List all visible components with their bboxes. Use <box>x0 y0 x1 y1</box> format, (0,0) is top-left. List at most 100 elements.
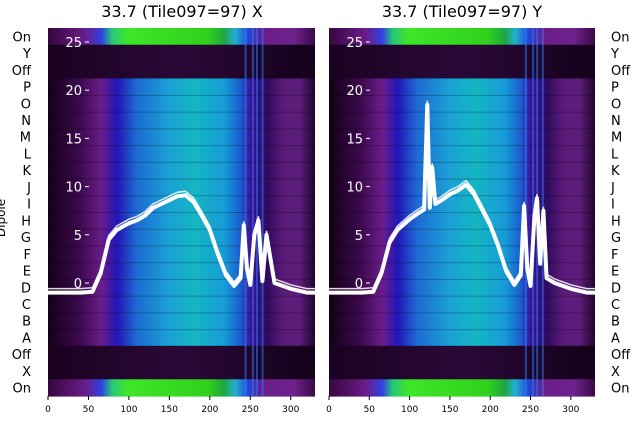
heatmap-row <box>329 128 595 146</box>
row-separator <box>329 212 595 213</box>
heatmap-row <box>329 61 595 79</box>
row-separator <box>329 128 595 130</box>
x-tick-label: 250 <box>242 405 259 415</box>
row-separator <box>329 111 595 113</box>
row-separator <box>329 295 595 297</box>
row-separator <box>48 262 315 264</box>
x-tick-label: 300 <box>282 405 299 415</box>
dipole-label: I <box>611 198 615 213</box>
dipole-label: E <box>611 265 619 280</box>
heatmap-row <box>48 94 315 113</box>
row-separator <box>48 312 315 314</box>
y-axis-label: Dipole <box>0 199 8 237</box>
heatmap-row <box>48 329 315 347</box>
heatmap-row <box>329 262 595 280</box>
row-separator <box>329 262 595 264</box>
inner-y-tick-label: 25 <box>346 36 363 51</box>
dipole-label: F <box>24 248 31 263</box>
row-separator <box>48 111 315 113</box>
heatmap-row <box>48 195 315 213</box>
row-separator <box>329 312 595 314</box>
row-separator <box>48 329 315 331</box>
x-axis: 0 50 100 150 200 250 300 <box>45 396 300 415</box>
row-separator <box>48 178 315 180</box>
inner-y-tick-label: 0 <box>74 277 82 292</box>
row-separator <box>48 278 315 280</box>
heatmap-row <box>329 195 595 213</box>
dipole-label: H <box>21 214 31 229</box>
heatmap-row <box>329 295 595 313</box>
dipole-label: O <box>611 97 621 112</box>
dipole-label: L <box>611 147 619 162</box>
inner-y-tick-label: 10 <box>346 181 363 196</box>
heatmap-row <box>329 245 595 263</box>
heatmap-streak <box>244 28 247 396</box>
x-tick-label: 100 <box>401 405 418 415</box>
dipole-label: A <box>22 331 31 346</box>
row-separator <box>48 145 315 147</box>
dipole-label: On <box>13 382 31 397</box>
heatmap-row <box>329 228 595 247</box>
dipole-label: On <box>13 30 31 45</box>
heatmap-row <box>329 111 595 129</box>
x-tick-label: 200 <box>201 405 218 415</box>
dipole-label: G <box>21 231 31 246</box>
inner-y-tick-label: 5 <box>355 229 363 244</box>
dipole-label: P <box>23 81 31 96</box>
row-separator <box>329 94 595 96</box>
heatmap-row <box>48 379 315 397</box>
dipole-label: I <box>27 198 31 213</box>
dipole-label: Y <box>610 47 619 62</box>
heatmap-row <box>48 78 315 96</box>
x-tick-label: 50 <box>83 405 95 415</box>
dipole-label: Off <box>611 64 631 79</box>
x-tick-label: 0 <box>45 405 51 415</box>
heatmap-row <box>329 44 595 63</box>
heatmap-row <box>48 228 315 247</box>
dipole-label: L <box>24 147 32 162</box>
dipole-label: On <box>611 30 629 45</box>
row-separator <box>48 245 315 247</box>
plot-area: 0 5 10 15 20 25 <box>48 28 315 397</box>
row-separator <box>329 228 595 230</box>
dipole-label: B <box>611 315 620 330</box>
dipole-label: G <box>611 231 621 246</box>
heatmap-row <box>48 212 315 230</box>
dipole-label: Y <box>22 47 31 62</box>
chart-title: 33.7 (Tile097=97) X <box>101 2 263 21</box>
chart-title: 33.7 (Tile097=97) Y <box>382 2 543 21</box>
heatmap-row <box>48 44 315 63</box>
x-tick-label: 150 <box>161 405 178 415</box>
inner-y-tick-label: 15 <box>346 132 363 147</box>
dipole-label: J <box>610 181 615 196</box>
row-separator <box>329 78 595 80</box>
dipole-label: A <box>611 331 620 346</box>
panel-y: 33.7 (Tile097=97) Y 0 5 10 15 20 25 On Y Off PON… <box>326 2 631 415</box>
spectrum-line-offset <box>329 100 595 290</box>
heatmap-row <box>48 28 315 46</box>
dipole-label: J <box>26 181 31 196</box>
dipole-label: X <box>611 365 620 380</box>
dipole-label: On <box>611 382 629 397</box>
heatmap-row <box>48 312 315 330</box>
dipole-label: D <box>611 281 621 296</box>
heatmap-row <box>48 61 315 79</box>
row-separator <box>329 161 595 163</box>
inner-y-tick-label: 20 <box>65 84 82 99</box>
inner-y-tick-label: 15 <box>65 132 82 147</box>
heatmap-row <box>48 345 315 364</box>
row-separator <box>48 212 315 213</box>
inner-y-tick-label: 5 <box>74 229 82 244</box>
dipole-label: C <box>611 298 620 313</box>
row-separator <box>329 145 595 147</box>
dipole-label: O <box>21 97 31 112</box>
dipole-label: F <box>611 248 618 263</box>
heatmap-row <box>48 245 315 263</box>
heatmap-row <box>48 111 315 129</box>
heatmap-row <box>48 145 315 163</box>
row-separator <box>329 329 595 331</box>
heatmap-streak <box>255 28 258 396</box>
